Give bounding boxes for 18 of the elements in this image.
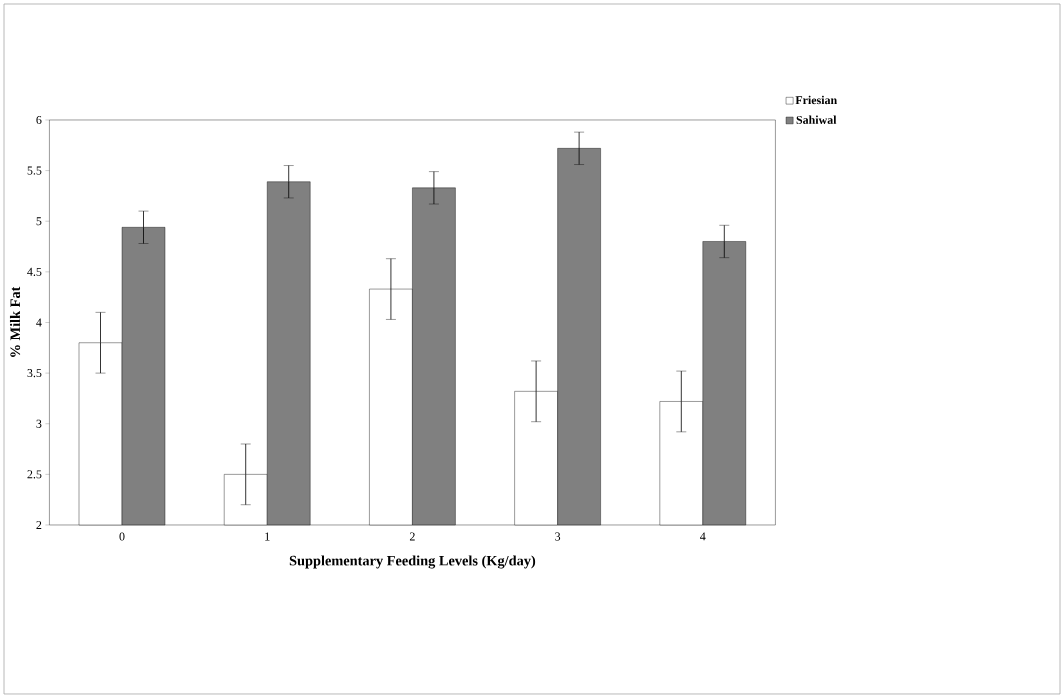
x-tick-label: 3: [555, 532, 561, 541]
y-tick-label: 5: [36, 217, 42, 226]
legend-label: Sahiwal: [796, 115, 837, 124]
x-tick-label: 1: [265, 532, 270, 541]
y-tick-label: 6: [36, 115, 42, 124]
x-tick-label: 2: [409, 532, 415, 541]
x-axis-title: Supplementary Feeding Levels (Kg/day): [289, 555, 536, 569]
legend-label: Friesian: [795, 95, 837, 105]
x-tick-label: 0: [119, 532, 125, 541]
y-tick-label: 3: [36, 419, 42, 428]
y-tick-label: 4: [36, 318, 42, 327]
y-tick-label: 2: [36, 521, 42, 529]
x-tick-label: 4: [700, 532, 706, 541]
y-tick-label: 3.5: [27, 369, 42, 378]
y-axis-title: % Milk Fat: [9, 286, 21, 357]
y-tick-label: 2.5: [27, 470, 42, 479]
y-tick-label: 5.5: [27, 166, 42, 175]
y-tick-label: 4.5: [27, 267, 42, 276]
